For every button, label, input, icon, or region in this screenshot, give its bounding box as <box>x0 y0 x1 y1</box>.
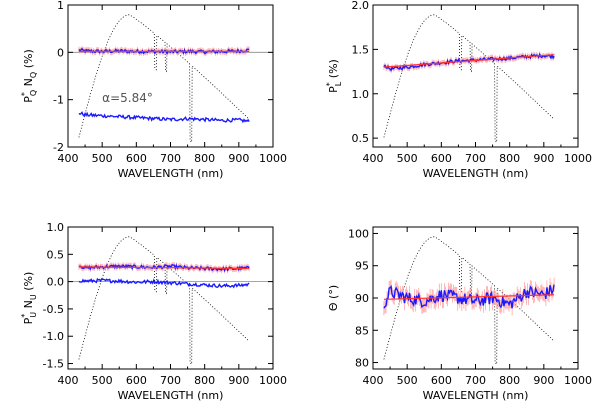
x-tick-label: 800 <box>499 374 520 387</box>
y-tick-label: -0.5 <box>43 303 64 316</box>
y-tick-label: 80 <box>355 357 369 370</box>
y-tick-label: 1 <box>57 0 64 12</box>
panel-theta: 400 500 600 700 800 900 1000 80 85 90 95 100 WAVELEN… <box>327 226 592 402</box>
panel-pu: 400 500 600 700 800 900 1000 -1.5 -1.0 -0.5 0.0 0.5… <box>20 221 287 402</box>
x-tick-label: 400 <box>363 374 384 387</box>
x-tick-label: 400 <box>363 152 384 165</box>
x-tick-label: 500 <box>92 152 113 165</box>
x-tick-label: 400 <box>58 152 79 165</box>
y-tick-label: -1.0 <box>43 330 64 343</box>
x-tick-label: 900 <box>228 152 249 165</box>
series-null-line <box>78 111 250 124</box>
x-tick-label: 700 <box>160 374 181 387</box>
x-tick-label: 700 <box>465 152 486 165</box>
x-tick-label: 700 <box>160 152 181 165</box>
spectrum-curve <box>78 236 250 366</box>
spectrum-curve <box>78 14 250 144</box>
panel-pl: 400 500 600 700 800 900 1000 0.5 1.0 1.5 2.0 WAVELE… <box>325 0 592 180</box>
x-axis-label: WAVELENGTH (nm) <box>423 389 529 402</box>
y-tick-label: 90 <box>355 292 369 305</box>
y-tick-label: 1.5 <box>352 43 370 56</box>
series-null-line <box>78 277 250 289</box>
y-tick-label: 85 <box>355 324 369 337</box>
y-tick-label: 1.0 <box>352 88 370 101</box>
x-tick-label: 800 <box>194 374 215 387</box>
alpha-annotation: α=5.84° <box>102 91 153 105</box>
y-tick-label: 0 <box>57 46 64 59</box>
y-axis-label: Θ (°) <box>327 285 340 311</box>
x-tick-label: 1000 <box>564 152 592 165</box>
x-tick-label: 600 <box>126 152 147 165</box>
x-tick-label: 800 <box>194 152 215 165</box>
x-tick-label: 900 <box>533 374 554 387</box>
x-tick-label: 600 <box>431 374 452 387</box>
x-tick-label: 1000 <box>259 152 287 165</box>
x-tick-label: 1000 <box>259 374 287 387</box>
y-tick-label: 0.5 <box>47 248 65 261</box>
y-tick-label: 2.0 <box>352 0 370 12</box>
x-axis-label: WAVELENGTH (nm) <box>423 167 529 180</box>
spectrum-curve <box>383 14 555 144</box>
series-fit-line <box>383 54 555 68</box>
x-tick-label: 700 <box>465 374 486 387</box>
x-tick-label: 400 <box>58 374 79 387</box>
plot-frame <box>372 4 579 148</box>
y-tick-label: -1.5 <box>43 358 64 371</box>
series-fit-line <box>383 294 555 300</box>
x-tick-label: 500 <box>397 152 418 165</box>
plot-frame <box>67 4 274 148</box>
x-tick-label: 800 <box>499 152 520 165</box>
y-axis-label: P*L (%) <box>325 59 343 93</box>
series-fit-line <box>78 266 250 270</box>
plot-frame <box>67 226 274 370</box>
y-tick-label: -2 <box>53 141 64 154</box>
panel-pq: 400 500 600 700 800 900 1000 -2 -1 0 1 WAVELENGTH (… <box>20 0 287 180</box>
x-tick-label: 900 <box>533 152 554 165</box>
y-tick-label: 1.0 <box>47 221 65 234</box>
x-tick-label: 500 <box>92 374 113 387</box>
y-tick-label: 0.0 <box>47 276 65 289</box>
x-tick-label: 500 <box>397 374 418 387</box>
y-tick-label: -1 <box>53 94 64 107</box>
y-axis-label: P*U NU (%) <box>20 272 38 325</box>
x-axis-label: WAVELENGTH (nm) <box>118 389 224 402</box>
y-tick-label: 0.5 <box>352 132 370 145</box>
x-tick-label: 900 <box>228 374 249 387</box>
x-axis-label: WAVELENGTH (nm) <box>118 167 224 180</box>
y-tick-label: 100 <box>348 227 369 240</box>
y-tick-label: 95 <box>355 260 369 273</box>
x-tick-label: 600 <box>126 374 147 387</box>
x-tick-label: 1000 <box>564 374 592 387</box>
x-tick-label: 600 <box>431 152 452 165</box>
y-axis-label: P*Q NQ (%) <box>20 49 38 103</box>
